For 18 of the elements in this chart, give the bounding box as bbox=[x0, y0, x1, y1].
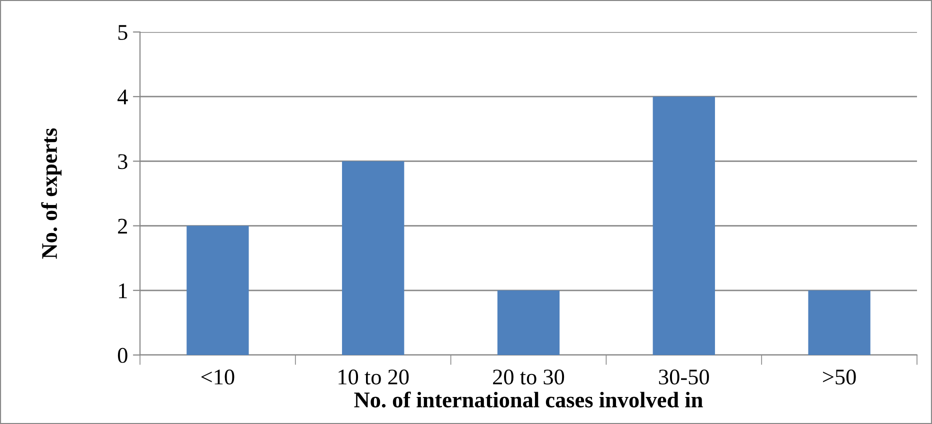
y-tick-label: 1 bbox=[119, 283, 127, 298]
y-tick-label: 3 bbox=[118, 154, 128, 170]
y-tick-label: 4 bbox=[118, 90, 128, 104]
y-axis-title: No. of experts bbox=[41, 128, 62, 259]
y-tick-label: 5 bbox=[118, 25, 128, 40]
x-tick-label: 20 to 30 bbox=[493, 370, 564, 385]
x-tick-label: 10 to 20 bbox=[338, 370, 409, 385]
x-tick-label: 30-50 bbox=[659, 370, 709, 385]
y-tick-label: 2 bbox=[118, 218, 127, 234]
x-tick-label: <10 bbox=[201, 370, 234, 385]
bar bbox=[652, 96, 715, 355]
bar bbox=[497, 290, 560, 355]
x-axis-title: No. of international cases involved in bbox=[354, 392, 703, 408]
bar bbox=[342, 161, 404, 355]
y-tick-label: 0 bbox=[118, 348, 128, 363]
bar bbox=[808, 290, 870, 355]
x-tick-label: >50 bbox=[823, 370, 856, 385]
bar bbox=[186, 226, 249, 355]
